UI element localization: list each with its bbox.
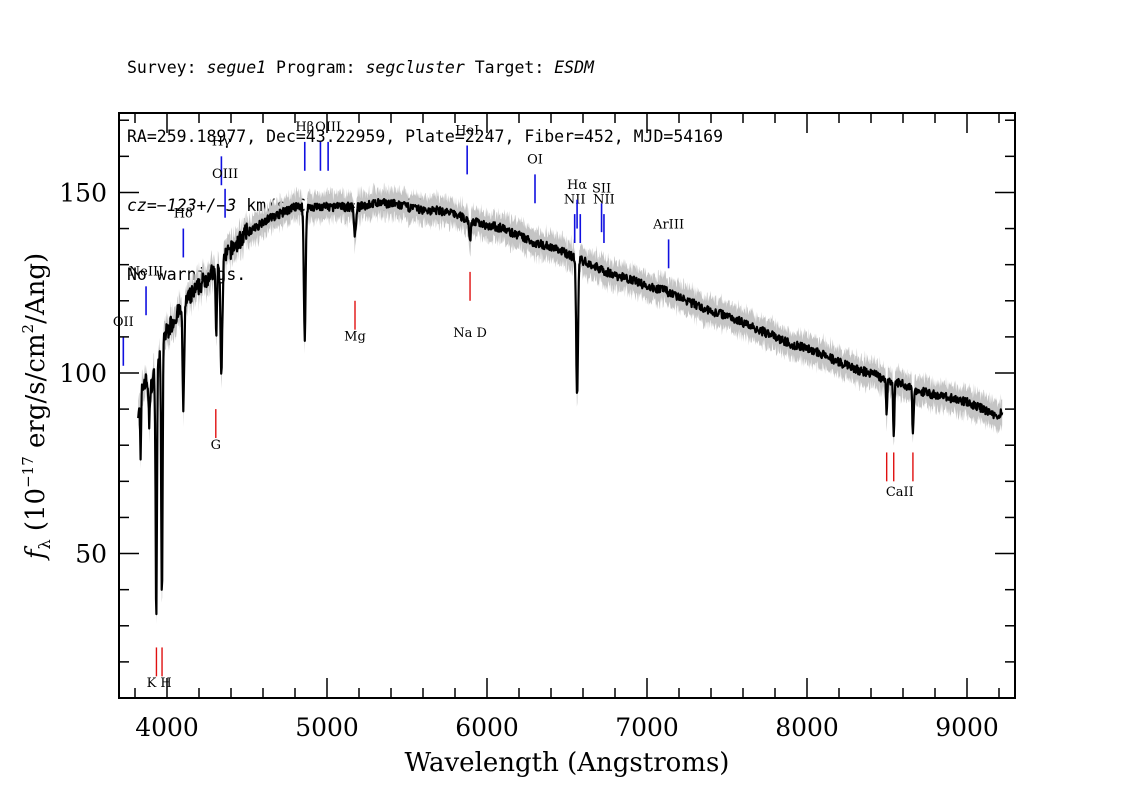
y-axis-exponent-2: 2 — [19, 324, 37, 334]
survey-value: segue1 — [206, 58, 267, 77]
emission-line-label: ArIII — [652, 218, 684, 233]
x-tick-label: 9000 — [935, 713, 999, 742]
y-tick-label: 50 — [75, 540, 107, 569]
y-tick-label: 150 — [59, 178, 107, 207]
flux-error-band — [138, 182, 1003, 625]
flux-line — [137, 198, 1004, 616]
y-axis-units-c: /Ang) — [21, 253, 51, 324]
header-line-2: RA=259.18977, Dec=43.22959, Plate=2247, … — [127, 127, 724, 146]
y-axis-exponent: −17 — [19, 456, 37, 488]
program-label: Program: — [276, 58, 356, 77]
absorption-line-label: CaII — [886, 485, 914, 500]
x-tick-label: 5000 — [295, 713, 359, 742]
x-tick-label: 7000 — [615, 713, 679, 742]
axis-ticks: 4000 5000 6000 7000 8000 9000 50 100 150 — [59, 113, 1015, 742]
emission-line-label: OIII — [212, 167, 238, 182]
emission-line-label: Hα — [567, 178, 587, 193]
program-value: segcluster — [365, 58, 465, 77]
plot-frame — [118, 112, 1016, 699]
target-label: Target: — [474, 58, 545, 77]
absorption-line-label: Mg — [344, 330, 366, 345]
x-tick-label: 6000 — [455, 713, 519, 742]
emission-line-label: SII — [592, 181, 611, 196]
survey-label: Survey: — [127, 58, 197, 77]
flux-layer — [137, 182, 1004, 625]
emission-line-label: Hβ — [295, 120, 314, 135]
y-tick-label: 100 — [59, 359, 107, 388]
y-axis-units-b: erg/s/cm — [21, 333, 51, 448]
emission-line-label: NeIII — [129, 265, 163, 280]
x-axis-title: Wavelength (Angstroms) — [405, 748, 730, 778]
cz-value: cz=−123+/−3 — [127, 196, 237, 215]
y-axis-title: fλ (10−17 erg/s/cm2/Ang) — [19, 253, 54, 561]
emission-line-label: OII — [113, 315, 134, 330]
absorption-line-label: G — [211, 438, 221, 453]
x-tick-label: 4000 — [135, 713, 199, 742]
x-tick-label: 8000 — [775, 713, 839, 742]
emission-line-label: Hγ — [212, 135, 231, 150]
emission-line-label: NII — [564, 192, 586, 207]
y-axis-units-a: (10 — [21, 488, 51, 531]
emission-line-label: NII — [593, 192, 615, 207]
emission-line-label: OIII — [315, 120, 341, 135]
absorption-line-label: K H — [147, 676, 172, 691]
absorption-line-label: Na D — [453, 326, 487, 341]
target-value: ESDM — [554, 58, 594, 77]
emission-line-label: Hδ — [174, 207, 193, 222]
y-axis-subscript: λ — [35, 539, 54, 549]
emission-line-label: OI — [527, 153, 543, 168]
header-line-1: Survey: segue1 Program: segcluster Targe… — [127, 56, 723, 79]
emission-line-label: HeI — [455, 124, 479, 139]
